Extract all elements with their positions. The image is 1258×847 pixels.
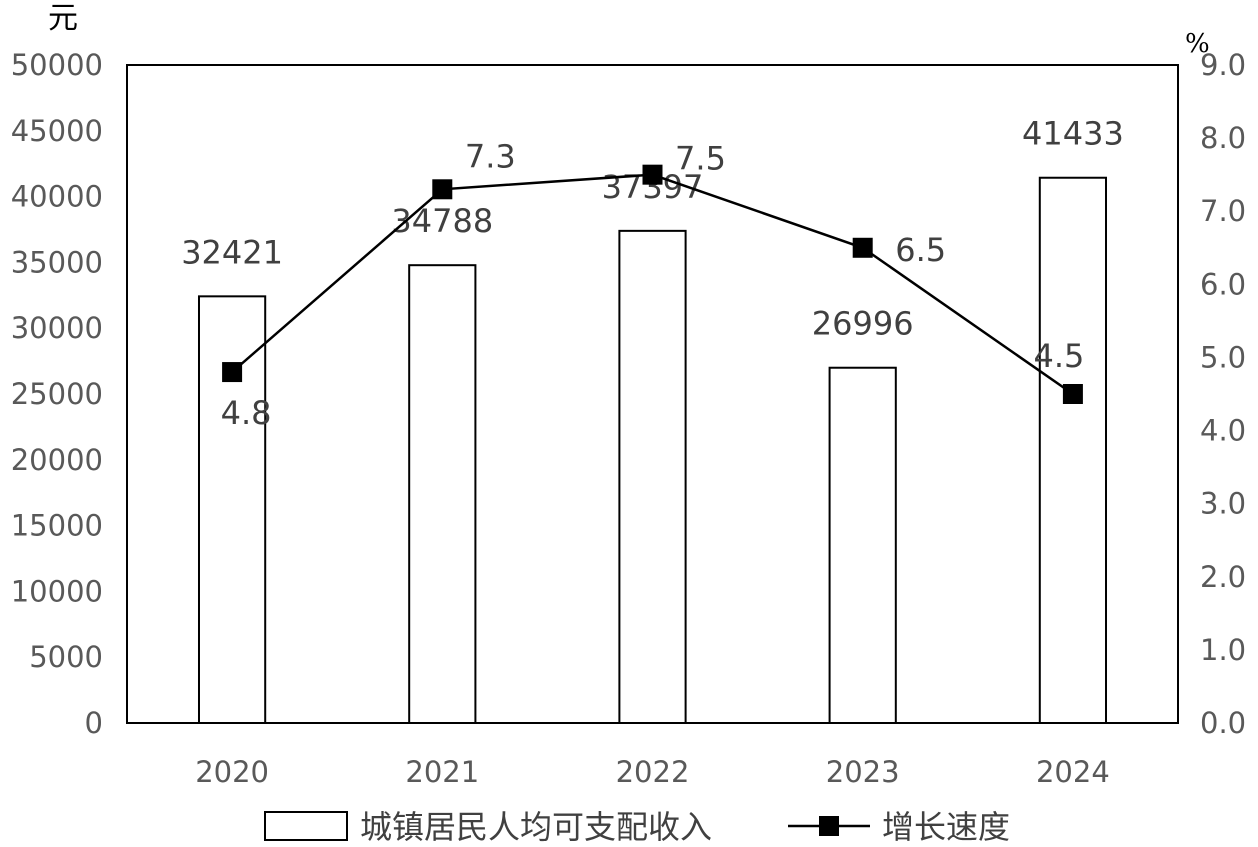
line-data-label: 4.8 bbox=[221, 394, 272, 432]
line-data-label: 4.5 bbox=[1033, 337, 1084, 375]
bar-data-label: 26996 bbox=[812, 305, 914, 343]
line-data-label: 7.5 bbox=[675, 140, 726, 178]
x-tick: 2022 bbox=[616, 755, 690, 789]
line-data-label: 7.3 bbox=[465, 137, 516, 175]
line-series bbox=[222, 164, 1083, 404]
bar bbox=[618, 229, 687, 725]
y-left-tick: 10000 bbox=[11, 574, 103, 608]
line-marker bbox=[1062, 384, 1083, 404]
y-right-tick: 2.0 bbox=[1200, 560, 1246, 594]
y-right-tick: 1.0 bbox=[1200, 633, 1246, 667]
x-tick: 2024 bbox=[1036, 755, 1110, 789]
y-right-tick: 0.0 bbox=[1200, 706, 1246, 740]
x-tick: 2021 bbox=[405, 755, 479, 789]
bar bbox=[197, 295, 267, 724]
y-left-tick: 20000 bbox=[11, 443, 103, 477]
y-right-tick: 9.0 bbox=[1200, 48, 1246, 82]
bar bbox=[408, 264, 477, 724]
y-left-tick-labels: 0 5000 10000 15000 20000 25000 30000 35000 40000… bbox=[11, 48, 103, 740]
legend-bar-label: 城镇居民人均可支配收入 bbox=[360, 808, 712, 846]
y-left-tick: 40000 bbox=[11, 180, 103, 214]
y-left-tick: 45000 bbox=[11, 114, 103, 148]
bar bbox=[1038, 176, 1108, 725]
line-data-labels: 4.8 7.3 7.5 6.5 4.5 bbox=[221, 137, 1085, 432]
y-right-tick: 6.0 bbox=[1200, 267, 1246, 301]
x-tick-labels: 2020 2021 2022 2023 2024 bbox=[195, 755, 1110, 789]
line-marker bbox=[222, 362, 243, 383]
y-left-tick: 0 bbox=[85, 706, 103, 740]
y-right-tick: 7.0 bbox=[1200, 194, 1246, 228]
y-right-tick-labels: 0.0 1.0 2.0 3.0 4.0 5.0 6.0 7.0 8.0 9.0 bbox=[1200, 48, 1246, 740]
legend-line-label: 增长速度 bbox=[882, 808, 1010, 846]
line-marker bbox=[852, 237, 873, 258]
y-left-tick: 25000 bbox=[11, 377, 103, 411]
line-data-label: 6.5 bbox=[895, 231, 946, 269]
y-left-tick: 35000 bbox=[11, 245, 103, 279]
y-right-tick: 4.0 bbox=[1200, 414, 1246, 448]
bar-series bbox=[197, 176, 1108, 725]
y-left-tick: 50000 bbox=[11, 48, 103, 82]
y-right-tick: 8.0 bbox=[1200, 121, 1246, 155]
legend: 城镇居民人均可支配收入 增长速度 bbox=[264, 808, 1010, 846]
bar bbox=[828, 366, 897, 724]
legend-line-marker bbox=[819, 816, 839, 836]
x-tick: 2020 bbox=[195, 755, 269, 789]
x-tick: 2023 bbox=[826, 755, 900, 789]
bar-data-label: 41433 bbox=[1022, 115, 1124, 153]
y-right-tick: 3.0 bbox=[1200, 487, 1246, 521]
line-marker bbox=[432, 179, 453, 200]
y-right-unit-label: % bbox=[1185, 29, 1210, 59]
line-marker bbox=[642, 164, 663, 185]
y-left-unit-label: 元 bbox=[48, 1, 78, 36]
bar-data-label: 32421 bbox=[181, 233, 283, 271]
y-left-tick: 15000 bbox=[11, 509, 103, 543]
bar-data-label: 34788 bbox=[391, 202, 493, 240]
y-left-tick: 30000 bbox=[11, 311, 103, 345]
y-right-tick: 5.0 bbox=[1200, 340, 1246, 374]
legend-bar-swatch bbox=[264, 811, 348, 841]
y-left-tick: 5000 bbox=[29, 640, 103, 674]
